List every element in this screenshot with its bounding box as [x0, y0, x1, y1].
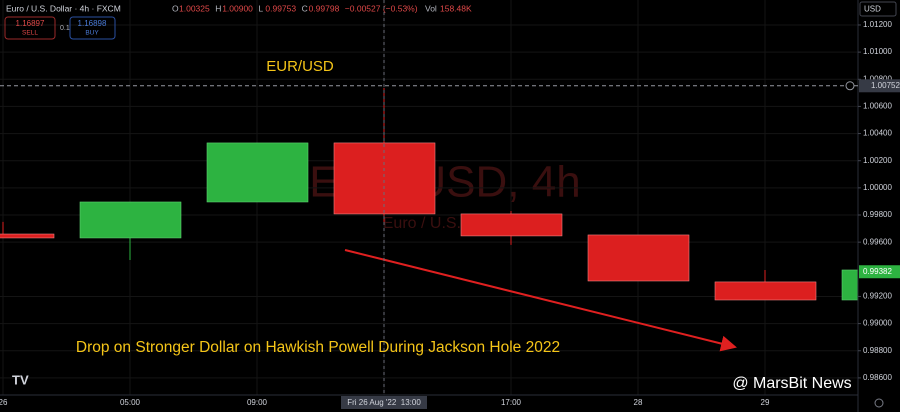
- symbol: Euro / U.S. Dollar · 4h · FXCM: [6, 3, 121, 13]
- ohlc-value: 0.99753: [265, 3, 296, 13]
- x-tick-label: 29: [761, 398, 770, 407]
- y-tick-label: 0.98800: [863, 346, 892, 355]
- buy-price: 1.16898: [78, 19, 107, 28]
- settings-icon[interactable]: [874, 398, 884, 408]
- y-tick-label: 1.00200: [863, 156, 892, 165]
- buy-button[interactable]: [69, 16, 116, 40]
- ohlc-value: 0.99798: [309, 3, 340, 13]
- sell-label: SELL: [22, 30, 38, 37]
- y-tick-label: 1.00600: [863, 102, 892, 111]
- last-price: 0.99382: [863, 267, 892, 276]
- ohlc-key: H: [215, 3, 221, 13]
- y-tick-label: 1.00400: [863, 129, 892, 138]
- y-tick-label: 0.98600: [863, 373, 892, 382]
- spread: 0.1: [60, 25, 70, 32]
- currency-box[interactable]: [859, 1, 897, 17]
- candle-body: [714, 281, 817, 301]
- crosshair-plus: [845, 81, 855, 91]
- chart-title: EUR/USD: [266, 58, 334, 75]
- y-tick-label: 1.01000: [863, 47, 892, 56]
- x-tick-label: 17:00: [501, 398, 522, 407]
- crosshair-price: 1.00752: [871, 81, 900, 90]
- volume: 158.48K: [440, 3, 472, 13]
- y-tick-label: 0.99200: [863, 292, 892, 301]
- trend-arrow: [344, 249, 737, 352]
- annotation: Drop on Stronger Dollar on Hawkish Powel…: [76, 339, 560, 356]
- x-tick-label: 05:00: [120, 398, 141, 407]
- y-tick-label: 0.99600: [863, 237, 892, 246]
- crosshair-price-box: [859, 79, 900, 93]
- x-tick-label: 09:00: [247, 398, 268, 407]
- ohlc-value: 1.00900: [222, 3, 253, 13]
- currency: USD: [864, 5, 881, 14]
- brand: @ MarsBit News: [732, 375, 851, 392]
- volume-key: Vol: [425, 3, 437, 13]
- x-tick-label: 26: [0, 398, 8, 407]
- x-tick-label: Fri 26 Aug '22 13:00: [347, 398, 421, 407]
- candle-body: [841, 269, 858, 301]
- y-tick-label: 0.99000: [863, 319, 892, 328]
- logo: TV: [12, 372, 29, 387]
- sell-button[interactable]: [4, 16, 56, 40]
- candle-body: [206, 142, 309, 203]
- y-tick-label: 1.01200: [863, 20, 892, 29]
- candle-body: [333, 142, 436, 215]
- crosshair-time-box: [341, 396, 427, 409]
- buy-label: BUY: [85, 30, 99, 37]
- candle-body: [587, 234, 690, 282]
- change: −0.00527 (−0.53%): [345, 3, 418, 13]
- candle-body: [79, 201, 182, 239]
- ohlc-key: L: [258, 3, 263, 13]
- candle-body: [0, 233, 55, 239]
- last-price-box: [859, 265, 900, 279]
- y-tick-label: 1.00000: [863, 183, 892, 192]
- y-tick-label: 0.99800: [863, 210, 892, 219]
- ohlc-key: C: [302, 3, 308, 13]
- ohlc-value: 1.00325: [179, 3, 210, 13]
- y-tick-label: 1.00800: [863, 74, 892, 83]
- ohlc-key: O: [172, 3, 179, 13]
- sell-price: 1.16897: [16, 19, 45, 28]
- x-tick-label: 28: [634, 398, 643, 407]
- candle-body: [460, 213, 563, 237]
